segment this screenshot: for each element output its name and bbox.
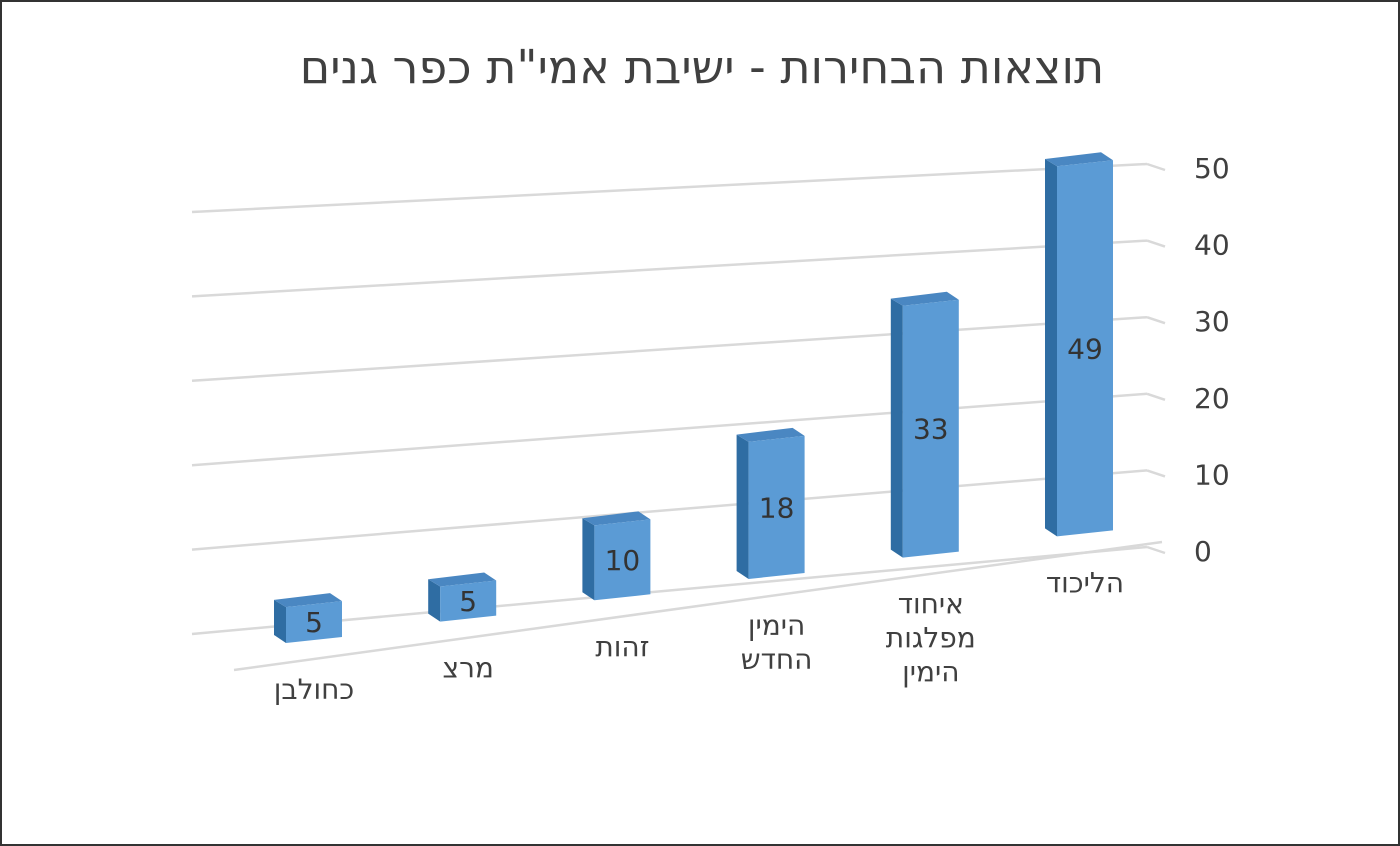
bar-top [1045, 152, 1113, 167]
gridline-side [1146, 469, 1166, 478]
gridline [191, 315, 1148, 383]
gridlines [191, 162, 1166, 672]
bar-side [890, 298, 903, 558]
bar-front [440, 580, 497, 622]
gridline-side [1146, 316, 1166, 325]
bar-front [902, 299, 959, 558]
category-label: איחוד מפלגות הימין [886, 588, 976, 689]
bar [890, 291, 959, 558]
bar [582, 511, 651, 601]
y-tick-label: 0 [1194, 535, 1212, 568]
gridline [191, 392, 1148, 467]
bar-side [582, 518, 595, 601]
gridline-side [1146, 239, 1166, 248]
bar-top [428, 572, 497, 587]
floor-edge [233, 540, 1163, 672]
category-label: הליכוד [1046, 566, 1124, 599]
data-label: 10 [605, 544, 641, 577]
y-tick-label: 50 [1194, 152, 1230, 185]
y-tick-label: 30 [1194, 305, 1230, 338]
gridline [191, 469, 1148, 551]
gridline [191, 239, 1148, 298]
chart-title: תוצאות הבחירות - ישיבת אמי"ת כפר גנים [299, 40, 1105, 94]
y-tick-label: 40 [1194, 229, 1230, 262]
category-label: כחולבן [274, 673, 354, 706]
bar-side [736, 434, 749, 579]
data-label: 33 [913, 413, 949, 446]
gridline-side [1146, 162, 1166, 172]
bar-top [274, 593, 342, 608]
y-tick-label: 20 [1194, 382, 1230, 415]
data-label: 5 [305, 606, 323, 639]
gridline-side [1146, 392, 1166, 401]
bar [1045, 152, 1113, 537]
category-label: זהות [595, 630, 649, 663]
category-label: מרצ [442, 652, 493, 685]
bars [274, 152, 1113, 643]
gridline [191, 545, 1148, 636]
bar [274, 593, 342, 643]
bar-top [736, 427, 805, 442]
bar-top [582, 511, 651, 526]
x-axis-categories: כחולבן מרצ זהות הימין החדש איחוד מפלגות הימין הל… [274, 566, 1124, 706]
bar [428, 572, 497, 622]
bar-front [594, 519, 651, 601]
data-labels: 5 5 10 18 33 49 [305, 332, 1103, 639]
category-label: הימין החדש [741, 609, 813, 676]
bar-front [286, 601, 342, 643]
bar-top [890, 291, 959, 306]
data-label: 5 [459, 585, 477, 618]
bar-front [748, 435, 805, 579]
bar-side [1045, 159, 1057, 537]
bar [736, 427, 805, 579]
bar-side [428, 579, 441, 622]
data-label: 18 [759, 491, 795, 524]
bar-front [1057, 160, 1113, 537]
data-label: 49 [1067, 332, 1103, 365]
gridline [191, 162, 1148, 214]
y-axis-ticks: 0 10 20 30 40 50 [1194, 152, 1230, 568]
y-tick-label: 10 [1194, 458, 1230, 491]
bar-side [274, 599, 286, 643]
gridline-side [1146, 545, 1166, 555]
